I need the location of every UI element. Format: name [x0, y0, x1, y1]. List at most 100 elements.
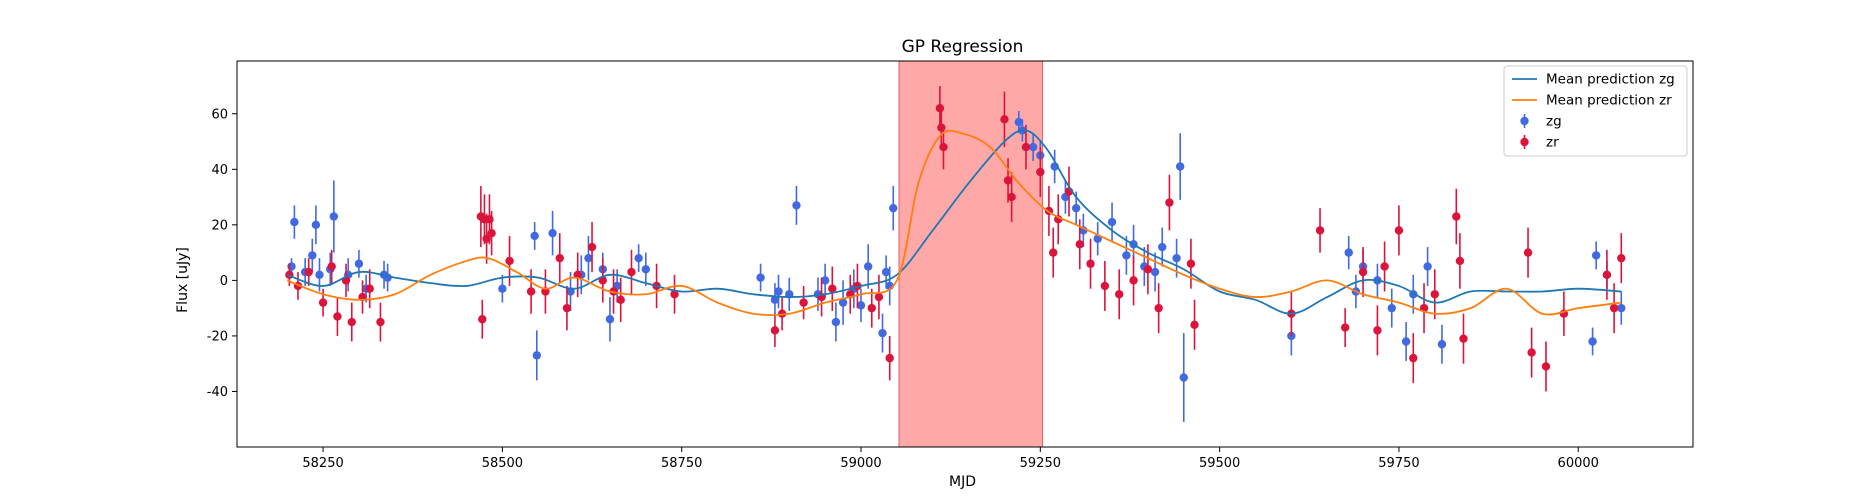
data-point-zr — [365, 284, 374, 293]
y-tick-label: -40 — [207, 385, 228, 400]
data-point-zg — [1344, 248, 1353, 257]
data-point-zr — [376, 317, 385, 327]
data-point-zg — [548, 228, 557, 238]
data-point-zg — [1172, 253, 1181, 263]
data-point-zg — [1175, 162, 1185, 171]
data-point-zr — [1609, 303, 1619, 313]
data-point-zg — [1028, 142, 1038, 152]
x-tick-label: 60000 — [1558, 456, 1599, 471]
chart-title: GP Regression — [902, 37, 1024, 57]
y-tick-label: 20 — [211, 218, 228, 233]
data-point-zr — [587, 242, 597, 252]
data-point-zg — [1071, 203, 1081, 213]
data-point-zr — [1003, 176, 1013, 185]
legend-label: zr — [1546, 135, 1559, 151]
mean-prediction-zr-line — [286, 129, 1622, 316]
y-axis-ticks: -40 -20 0 20 40 60 — [207, 107, 237, 400]
data-point-zg — [329, 212, 339, 221]
data-point-zg — [498, 284, 507, 293]
plot-area — [285, 61, 1626, 447]
data-point-zr — [1007, 192, 1016, 202]
data-point-zr — [670, 290, 679, 299]
data-point-zr — [327, 262, 336, 271]
data-point-zg — [1617, 303, 1626, 313]
legend-marker-swatch — [1520, 137, 1529, 147]
data-point-zr — [1315, 226, 1325, 235]
data-point-zr — [1541, 362, 1551, 371]
data-point-zg — [770, 295, 780, 305]
data-point-zg — [584, 253, 593, 263]
y-axis-label: Flux [uJy] — [175, 247, 191, 313]
legend-label: zg — [1546, 114, 1562, 130]
data-point-zr — [1049, 248, 1058, 257]
data-point-zr — [1190, 320, 1199, 330]
data-point-zg — [863, 262, 873, 271]
data-point-zg — [315, 270, 324, 280]
x-tick-label: 59250 — [1020, 456, 1061, 471]
data-point-zg — [290, 217, 299, 227]
legend: Mean prediction zg Mean prediction zr zg zr — [1503, 65, 1688, 157]
data-point-zg — [831, 317, 841, 327]
data-point-zg — [792, 201, 801, 210]
series-group — [285, 85, 1626, 423]
data-point-zr — [1075, 240, 1084, 249]
x-tick-label: 58250 — [302, 456, 343, 471]
data-point-zg — [878, 328, 887, 338]
data-point-zg — [308, 251, 317, 260]
data-point-zr — [1373, 326, 1382, 335]
series-zg — [287, 110, 1626, 423]
data-point-zr — [1143, 265, 1153, 274]
data-point-zr — [1340, 323, 1350, 332]
data-point-zr — [939, 142, 948, 152]
data-point-zr — [1409, 353, 1418, 363]
data-point-zg — [605, 315, 615, 324]
data-point-zr — [1036, 167, 1045, 177]
legend-marker-swatch — [1520, 116, 1529, 126]
x-axis-label: MJD — [949, 474, 976, 490]
y-tick-label: 60 — [211, 107, 228, 122]
data-point-zr — [627, 267, 636, 277]
data-point-zr — [1459, 334, 1468, 343]
data-point-zr — [478, 315, 487, 324]
data-point-zg — [1107, 217, 1117, 227]
data-point-zr — [1154, 303, 1163, 313]
data-point-zg — [856, 301, 866, 310]
data-point-zr — [874, 292, 884, 302]
data-point-zg — [1179, 373, 1188, 382]
data-point-zr — [1186, 259, 1196, 268]
data-point-zg — [1158, 242, 1167, 252]
data-point-zr — [1527, 348, 1536, 357]
data-point-zr — [562, 303, 572, 313]
data-point-zr — [1452, 212, 1461, 221]
x-axis-ticks: 58250 58500 58750 59000 59250 59500 59750 60000 — [302, 447, 1599, 471]
data-point-zr — [1165, 198, 1174, 207]
data-point-zr — [347, 317, 356, 327]
data-point-zr — [1430, 290, 1439, 299]
data-point-zg — [1150, 267, 1160, 277]
data-point-zg — [881, 267, 891, 277]
data-point-zg — [311, 220, 321, 230]
x-tick-label: 58750 — [661, 456, 702, 471]
data-point-zr — [1602, 270, 1612, 280]
data-point-zr — [1617, 253, 1626, 263]
data-point-zg — [1437, 340, 1447, 349]
data-point-zr — [1455, 256, 1465, 266]
data-point-zr — [1021, 142, 1031, 152]
data-point-zr — [885, 353, 894, 363]
data-point-zr — [1380, 262, 1389, 271]
data-point-zr — [1523, 248, 1533, 257]
data-point-zr — [304, 267, 313, 277]
data-point-zg — [1401, 337, 1411, 346]
y-tick-label: 40 — [211, 163, 228, 178]
data-point-zg — [634, 253, 643, 263]
data-point-zr — [1100, 281, 1110, 291]
data-point-zg — [532, 351, 542, 360]
data-point-zr — [318, 298, 328, 307]
data-point-zg — [354, 259, 364, 268]
legend-box — [1503, 65, 1688, 157]
data-point-zg — [838, 298, 848, 307]
mean-prediction-zg-line — [286, 129, 1622, 315]
data-point-zr — [1358, 267, 1368, 277]
data-point-zr — [770, 326, 780, 335]
